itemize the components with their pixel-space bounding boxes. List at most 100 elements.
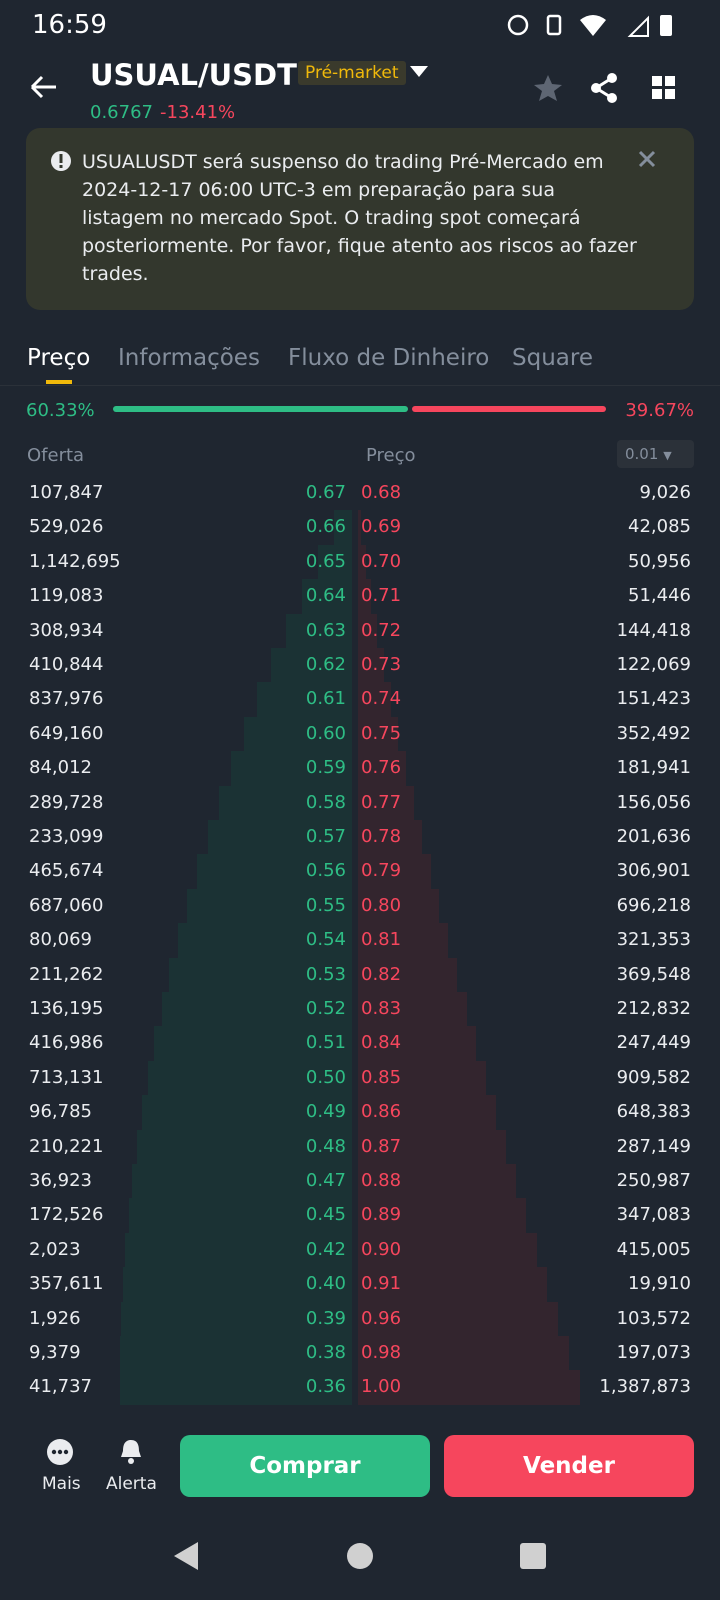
bid-quantity: 210,221 (29, 1135, 104, 1157)
bid-quantity: 1,142,695 (29, 550, 121, 572)
ask-price: 0.80 (361, 894, 402, 916)
ask-quantity: 287,149 (616, 1135, 691, 1157)
ask-quantity: 51,446 (628, 585, 691, 607)
bid-price: 0.63 (305, 619, 346, 641)
bid-price: 0.50 (305, 1066, 346, 1088)
bid-quantity: 84,012 (29, 757, 92, 779)
alert-label[interactable]: Alerta (106, 1474, 157, 1494)
bid-quantity: 211,262 (29, 963, 104, 985)
bid-quantity: 136,195 (29, 998, 104, 1019)
bid-depth-bar (257, 682, 352, 717)
ask-depth-bar (358, 751, 406, 786)
ask-depth-bar (358, 648, 385, 683)
bid-depth-bar (286, 613, 352, 648)
bid-price: 0.61 (305, 688, 346, 710)
bid-price: 0.49 (305, 1101, 346, 1123)
sell-button[interactable]: Vender (444, 1435, 694, 1497)
ask-price: 0.72 (361, 619, 402, 641)
bid-price: 0.47 (305, 1170, 346, 1191)
divider (0, 385, 720, 386)
ask-quantity: 321,353 (616, 929, 691, 951)
ask-quantity: 347,083 (616, 1204, 691, 1226)
ask-quantity: 696,218 (616, 894, 691, 916)
ask-quantity: 250,987 (616, 1170, 691, 1191)
tab[interactable]: Fluxo de Dinheiro (288, 345, 490, 371)
more-icon[interactable] (46, 1438, 74, 1466)
bid-price: 0.54 (305, 929, 346, 951)
clock: 16:59 (32, 10, 107, 40)
header-actions[interactable] (532, 72, 692, 104)
bid-quantity: 308,934 (29, 619, 104, 641)
bid-depth-bar (334, 510, 352, 545)
info-icon (51, 151, 71, 171)
nav-home[interactable] (347, 1543, 373, 1569)
ask-price: 0.87 (361, 1135, 402, 1157)
notice-text: USUALUSDT será suspenso do trading Pré-M… (82, 151, 637, 285)
ask-quantity: 201,636 (616, 826, 691, 847)
step-value: 0.01 (625, 445, 659, 463)
ask-price: 0.77 (361, 791, 402, 813)
bid-price: 0.51 (305, 1032, 346, 1054)
ask-depth-bar (358, 1026, 477, 1061)
bid-depth-bar (128, 1198, 352, 1233)
ask-depth-bar (358, 957, 458, 992)
ask-price: 0.70 (361, 550, 402, 572)
ask-quantity: 50,956 (628, 550, 691, 572)
last-price: 0.6767 (90, 102, 153, 123)
tab[interactable]: Preço (27, 345, 91, 371)
bid-price: 0.57 (305, 826, 346, 847)
bid-quantity: 410,844 (29, 654, 104, 675)
ask-depth-bar (358, 888, 440, 924)
tab[interactable]: Square (512, 345, 593, 371)
price-change: -13.41% (160, 102, 236, 123)
bid-quantity: 9,379 (29, 1342, 81, 1363)
bid-quantity: 36,923 (29, 1170, 92, 1191)
buy-ratio-bar (113, 406, 408, 412)
bid-depth-bar (141, 1095, 352, 1130)
ask-depth-bar (358, 923, 449, 958)
bid-quantity: 837,976 (29, 688, 104, 710)
order-book: 107,847 0.67 0.68 9,026 529,026 0.66 0.69 42,08… (0, 476, 720, 1406)
ask-quantity: 369,548 (616, 963, 691, 985)
ask-depth-bar (358, 1370, 580, 1405)
step-selector[interactable]: 0.01 ▼ (617, 440, 694, 468)
sell-ratio: 39.67% (625, 400, 694, 421)
ask-depth-bar (358, 1267, 548, 1302)
bid-price: 0.48 (305, 1135, 346, 1157)
bid-price: 0.67 (305, 482, 346, 503)
ask-quantity: 122,069 (616, 654, 691, 675)
ask-price: 0.75 (361, 722, 402, 744)
ask-quantity: 103,572 (616, 1307, 691, 1329)
ask-quantity: 247,449 (616, 1032, 691, 1054)
bid-price: 0.42 (305, 1238, 346, 1260)
bid-depth-bar (219, 785, 352, 820)
ask-price: 1.00 (361, 1376, 402, 1398)
tab[interactable]: Informações (118, 345, 260, 371)
bid-price: 0.40 (305, 1273, 346, 1295)
bid-depth-bar (154, 1026, 352, 1061)
nav-recents[interactable] (520, 1543, 546, 1569)
ask-quantity: 144,418 (616, 619, 691, 641)
bid-quantity: 233,099 (29, 826, 104, 847)
ask-depth-bar (358, 544, 366, 580)
ask-price: 0.74 (361, 688, 402, 710)
nav-back[interactable] (174, 1542, 198, 1570)
close-notice[interactable] (638, 150, 656, 168)
ask-quantity: 909,582 (616, 1066, 691, 1088)
buy-ratio: 60.33% (26, 400, 95, 421)
back-button[interactable] (28, 72, 60, 102)
ask-depth-bar (358, 1301, 559, 1336)
more-label[interactable]: Mais (42, 1474, 81, 1494)
alert-icon[interactable] (117, 1437, 145, 1465)
ask-depth-bar (358, 682, 391, 717)
dropdown-arrow[interactable] (410, 66, 428, 78)
ask-depth-bar (358, 1232, 537, 1268)
ask-quantity: 9,026 (639, 482, 691, 503)
ask-depth-bar (358, 1198, 527, 1233)
bid-header: Oferta (27, 445, 85, 466)
buy-button[interactable]: Comprar (180, 1435, 430, 1497)
ask-depth-bar (358, 1095, 496, 1130)
bid-price: 0.45 (305, 1204, 346, 1226)
